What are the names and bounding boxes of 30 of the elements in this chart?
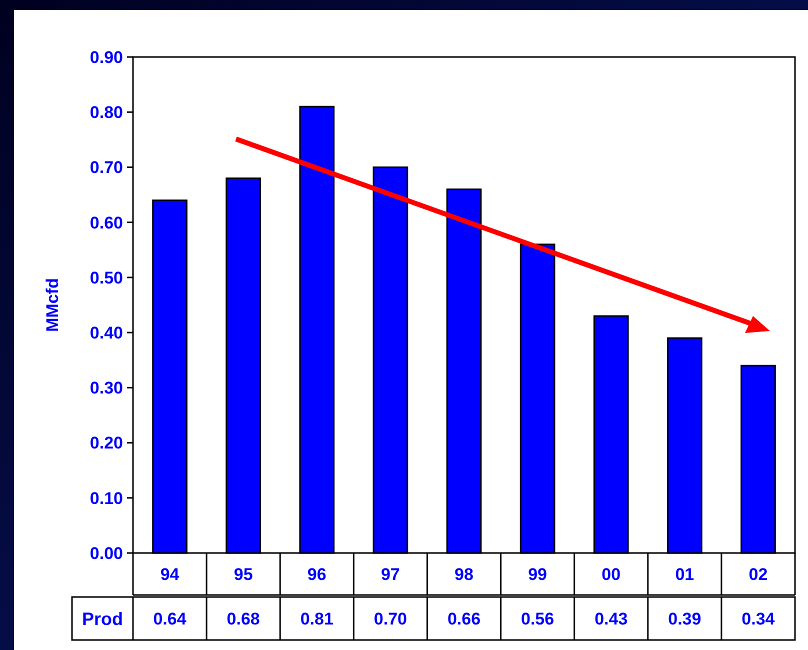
data-label: 0.81 (300, 609, 334, 628)
x-tick-label: 98 (454, 564, 474, 584)
y-axis-title: MMcfd (43, 278, 62, 332)
y-tick-label: 0.20 (90, 434, 123, 453)
y-tick-label: 0.00 (90, 544, 123, 563)
data-label: 0.56 (521, 609, 554, 628)
x-tick-label: 95 (234, 564, 253, 584)
x-tick-label: 99 (528, 564, 548, 584)
data-label: 0.70 (374, 609, 407, 628)
y-tick-label: 0.60 (90, 213, 123, 232)
x-tick-label: 00 (602, 564, 621, 584)
y-tick-label: 0.70 (90, 158, 123, 178)
y-tick-label: 0.80 (90, 103, 123, 122)
data-label: 0.68 (226, 609, 260, 628)
y-tick-label: 0.10 (90, 488, 123, 508)
x-tick-label: 94 (160, 564, 180, 584)
data-label: 0.39 (668, 609, 702, 628)
data-label: 0.34 (742, 609, 776, 628)
x-tick-label: 01 (675, 564, 694, 584)
y-tick-label: 0.50 (90, 268, 123, 288)
data-label: 0.64 (153, 609, 187, 628)
y-tick-label: 0.30 (90, 378, 123, 398)
x-tick-label: 96 (307, 564, 326, 584)
x-tick-label: 02 (748, 564, 768, 584)
data-label: 0.43 (594, 609, 628, 628)
data-label: 0.66 (447, 609, 481, 628)
y-tick-label: 0.40 (90, 324, 123, 343)
legend-label: Prod (82, 608, 124, 629)
y-tick-label: 0.90 (90, 48, 123, 67)
x-tick-label: 97 (380, 564, 400, 584)
